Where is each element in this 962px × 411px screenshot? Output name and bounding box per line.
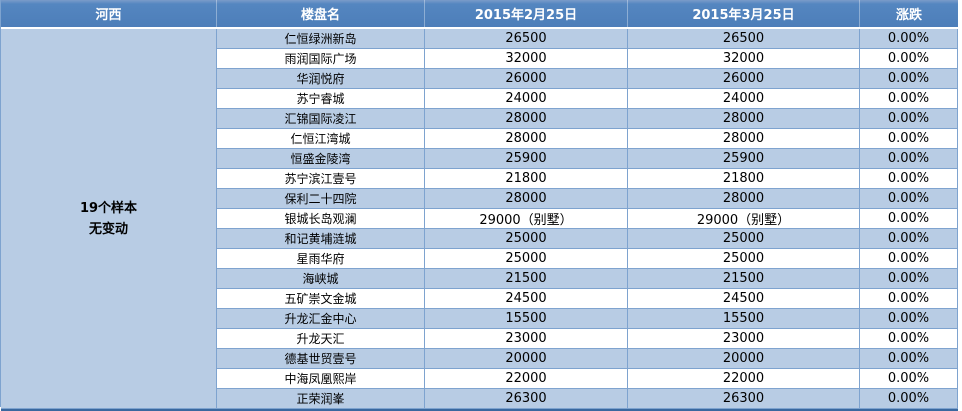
price-feb-cell: 22000 <box>425 369 628 389</box>
property-name-cell: 仁恒江湾城 <box>217 129 425 149</box>
price-feb-cell: 29000（别墅） <box>425 209 628 229</box>
property-name-cell: 苏宁睿城 <box>217 89 425 109</box>
price-feb-cell: 20000 <box>425 349 628 369</box>
price-mar-cell: 26000 <box>628 69 860 89</box>
change-cell: 0.00% <box>860 109 958 129</box>
price-mar-cell: 28000 <box>628 189 860 209</box>
price-mar-cell: 26300 <box>628 389 860 409</box>
column-header-region: 河西 <box>1 0 217 27</box>
price-feb-cell: 26500 <box>425 29 628 49</box>
price-feb-cell: 26300 <box>425 389 628 409</box>
change-cell: 0.00% <box>860 49 958 69</box>
price-mar-cell: 24500 <box>628 289 860 309</box>
change-cell: 0.00% <box>860 349 958 369</box>
price-feb-cell: 28000 <box>425 129 628 149</box>
price-mar-cell: 15500 <box>628 309 860 329</box>
property-name-cell: 仁恒绿洲新岛 <box>217 29 425 49</box>
column-header-date-mar: 2015年3月25日 <box>628 0 860 27</box>
price-feb-cell: 25000 <box>425 249 628 269</box>
property-name-cell: 华润悦府 <box>217 69 425 89</box>
price-feb-cell: 23000 <box>425 329 628 349</box>
change-cell: 0.00% <box>860 249 958 269</box>
price-mar-cell: 21500 <box>628 269 860 289</box>
table-body: 19个样本 无变动 仁恒绿洲新岛 26500 26500 0.00% 雨润国际广场 320… <box>1 29 958 409</box>
property-name-cell: 恒盛金陵湾 <box>217 149 425 169</box>
change-cell: 0.00% <box>860 129 958 149</box>
property-name-cell: 星雨华府 <box>217 249 425 269</box>
property-name-cell: 银城长岛观澜 <box>217 209 425 229</box>
price-feb-cell: 21800 <box>425 169 628 189</box>
price-feb-cell: 25000 <box>425 229 628 249</box>
property-name-cell: 海峡城 <box>217 269 425 289</box>
change-cell: 0.00% <box>860 169 958 189</box>
price-feb-cell: 15500 <box>425 309 628 329</box>
price-mar-cell: 23000 <box>628 329 860 349</box>
property-name-cell: 升龙汇金中心 <box>217 309 425 329</box>
region-summary-cell: 19个样本 无变动 <box>1 29 217 409</box>
price-feb-cell: 28000 <box>425 109 628 129</box>
property-name-cell: 五矿崇文金城 <box>217 289 425 309</box>
property-name-cell: 和记黄埔涟城 <box>217 229 425 249</box>
price-feb-cell: 26000 <box>425 69 628 89</box>
price-mar-cell: 20000 <box>628 349 860 369</box>
change-cell: 0.00% <box>860 89 958 109</box>
price-mar-cell: 28000 <box>628 129 860 149</box>
region-sample-count: 19个样本 <box>79 200 138 216</box>
change-cell: 0.00% <box>860 189 958 209</box>
price-feb-cell: 21500 <box>425 269 628 289</box>
region-change-status: 无变动 <box>88 221 128 237</box>
change-cell: 0.00% <box>860 269 958 289</box>
price-feb-cell: 32000 <box>425 49 628 69</box>
price-mar-cell: 24000 <box>628 89 860 109</box>
property-name-cell: 保利二十四院 <box>217 189 425 209</box>
change-cell: 0.00% <box>860 229 958 249</box>
change-cell: 0.00% <box>860 369 958 389</box>
property-name-cell: 苏宁滨江壹号 <box>217 169 425 189</box>
change-cell: 0.00% <box>860 69 958 89</box>
property-name-cell: 中海凤凰熙岸 <box>217 369 425 389</box>
change-cell: 0.00% <box>860 29 958 49</box>
price-feb-cell: 25900 <box>425 149 628 169</box>
change-cell: 0.00% <box>860 309 958 329</box>
change-cell: 0.00% <box>860 289 958 309</box>
change-cell: 0.00% <box>860 149 958 169</box>
header-separator <box>1 27 958 29</box>
change-cell: 0.00% <box>860 209 958 229</box>
price-mar-cell: 22000 <box>628 369 860 389</box>
column-header-change: 涨跌 <box>895 8 922 23</box>
price-mar-cell: 25000 <box>628 229 860 249</box>
property-name-cell: 雨润国际广场 <box>217 49 425 69</box>
price-mar-cell: 29000（别墅） <box>628 209 860 229</box>
property-name-cell: 升龙天汇 <box>217 329 425 349</box>
column-header-property: 楼盘名 <box>217 0 425 27</box>
price-mar-cell: 25900 <box>628 149 860 169</box>
price-mar-cell: 25000 <box>628 249 860 269</box>
price-mar-cell: 21800 <box>628 169 860 189</box>
column-header-date-feb: 2015年2月25日 <box>425 0 628 27</box>
price-mar-cell: 26500 <box>628 29 860 49</box>
price-feb-cell: 24000 <box>425 89 628 109</box>
property-name-cell: 汇锦国际凌江 <box>217 109 425 129</box>
price-feb-cell: 28000 <box>425 189 628 209</box>
price-mar-cell: 28000 <box>628 109 860 129</box>
change-cell: 0.00% <box>860 389 958 409</box>
price-feb-cell: 24500 <box>425 289 628 309</box>
property-name-cell: 德基世贸壹号 <box>217 349 425 369</box>
price-mar-cell: 32000 <box>628 49 860 69</box>
property-name-cell: 正荣润峯 <box>217 389 425 409</box>
table-header-row: 河西 楼盘名 2015年2月25日 2015年3月25日 涨跌 <box>1 0 958 27</box>
change-cell: 0.00% <box>860 329 958 349</box>
